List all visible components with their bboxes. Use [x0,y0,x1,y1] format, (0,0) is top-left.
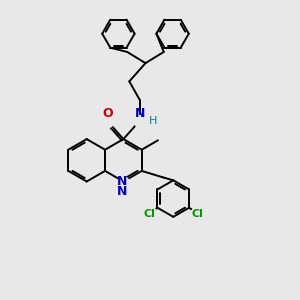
Text: Cl: Cl [143,209,155,219]
Text: N: N [117,175,127,188]
Text: N: N [134,107,145,120]
Text: N: N [117,185,127,198]
Text: O: O [102,107,112,120]
Text: Cl: Cl [192,208,204,219]
Text: H: H [149,116,158,126]
